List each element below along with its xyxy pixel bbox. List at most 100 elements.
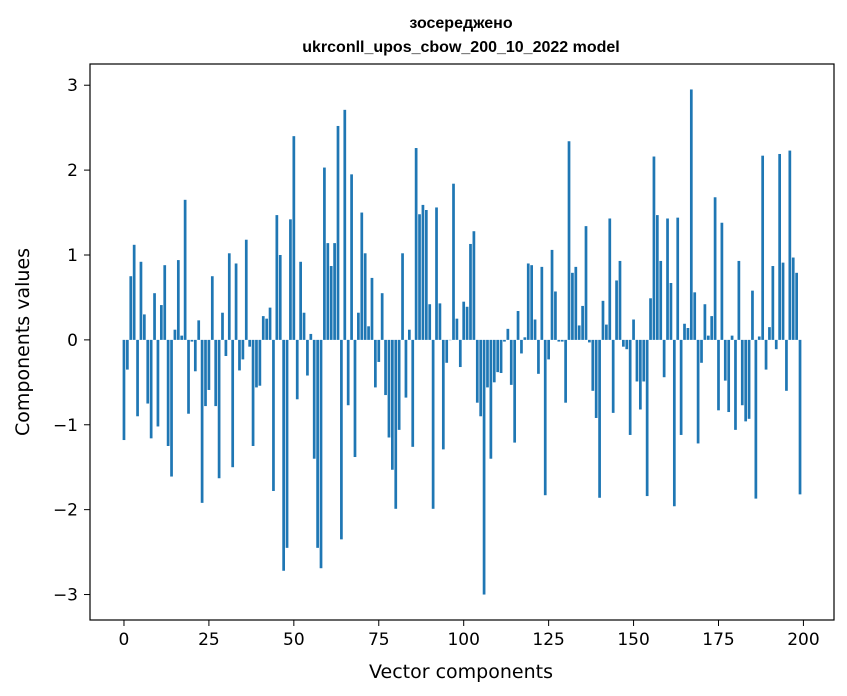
bar-197 xyxy=(791,257,795,340)
bar-57 xyxy=(316,339,319,548)
bar-20 xyxy=(190,339,194,342)
bar-126 xyxy=(550,249,554,340)
bar-50 xyxy=(292,136,296,340)
bar-23 xyxy=(200,339,204,503)
y-axis-label: Components values xyxy=(12,248,34,436)
bar-136 xyxy=(584,226,588,340)
bar-173 xyxy=(710,316,714,340)
bar-49 xyxy=(289,219,292,340)
bar-132 xyxy=(571,272,574,340)
bar-41 xyxy=(261,316,265,340)
bar-114 xyxy=(509,339,513,385)
bar-160 xyxy=(666,218,669,340)
bar-48 xyxy=(285,339,289,548)
bar-111 xyxy=(499,339,503,373)
x-tick-label: 175 xyxy=(702,630,734,650)
bar-95 xyxy=(445,339,449,363)
bar-150 xyxy=(632,319,635,340)
bar-56 xyxy=(312,339,316,459)
bar-44 xyxy=(272,339,275,491)
bar-170 xyxy=(700,339,703,363)
bar-54 xyxy=(306,339,309,376)
bar-147 xyxy=(622,339,625,347)
bar-99 xyxy=(458,339,462,368)
bar-80 xyxy=(394,339,398,509)
bar-141 xyxy=(601,300,605,340)
bar-100 xyxy=(462,301,466,340)
y-tick-label: 0 xyxy=(67,331,78,351)
bar-52 xyxy=(299,261,302,340)
bar-15 xyxy=(173,329,177,340)
bar-21 xyxy=(193,339,197,372)
bar-125 xyxy=(547,339,550,360)
bar-104 xyxy=(475,339,479,403)
bar-162 xyxy=(672,339,676,507)
bar-181 xyxy=(737,260,741,340)
bar-135 xyxy=(581,305,584,340)
x-tick-label: 100 xyxy=(447,630,479,650)
bar-171 xyxy=(703,304,707,340)
bar-27 xyxy=(214,339,218,407)
bar-189 xyxy=(764,339,768,370)
bar-67 xyxy=(350,174,353,340)
plot-area-frame xyxy=(89,63,835,621)
bar-28 xyxy=(217,339,221,479)
bar-124 xyxy=(543,339,547,496)
bar-155 xyxy=(649,298,652,340)
bar-93 xyxy=(438,303,442,340)
bar-101 xyxy=(465,306,469,340)
bar-153 xyxy=(642,339,646,382)
bar-89 xyxy=(424,210,428,340)
bar-12 xyxy=(163,265,167,340)
bar-77 xyxy=(384,339,387,396)
bar-7 xyxy=(146,339,150,404)
bar-1 xyxy=(126,339,129,370)
bar-131 xyxy=(567,141,571,340)
bar-145 xyxy=(615,280,618,340)
bar-178 xyxy=(727,339,731,413)
bar-70 xyxy=(360,212,364,340)
x-tick-label: 150 xyxy=(617,630,649,650)
bar-85 xyxy=(411,339,415,447)
bar-115 xyxy=(513,339,517,443)
bar-116 xyxy=(516,311,520,340)
bar-39 xyxy=(255,339,258,388)
bar-19 xyxy=(187,339,190,414)
bar-195 xyxy=(785,339,788,391)
bar-121 xyxy=(533,319,537,340)
bar-140 xyxy=(598,339,601,498)
bar-35 xyxy=(241,339,245,360)
bar-4 xyxy=(136,339,139,417)
bar-105 xyxy=(479,339,483,417)
bar-123 xyxy=(540,266,544,340)
bar-32 xyxy=(231,339,235,468)
bar-22 xyxy=(197,320,201,340)
bar-148 xyxy=(625,339,629,350)
bar-74 xyxy=(374,339,377,388)
x-axis-label: Vector components xyxy=(369,661,553,683)
bar-34 xyxy=(238,339,241,371)
bar-183 xyxy=(744,339,748,422)
bar-47 xyxy=(282,339,286,571)
bar-102 xyxy=(469,243,472,340)
bar-73 xyxy=(370,277,374,340)
bar-18 xyxy=(183,199,187,340)
bar-128 xyxy=(557,339,561,342)
bar-30 xyxy=(224,339,228,357)
bar-196 xyxy=(788,150,792,340)
bar-163 xyxy=(676,217,680,340)
chart-title-line-1: зосереджено xyxy=(409,15,512,32)
bar-166 xyxy=(686,327,690,340)
bar-130 xyxy=(564,339,567,403)
bar-66 xyxy=(346,339,350,406)
bar-81 xyxy=(397,339,401,430)
bar-119 xyxy=(526,263,530,340)
bar-161 xyxy=(669,283,673,340)
bar-134 xyxy=(577,325,581,340)
bar-191 xyxy=(771,266,775,340)
bar-175 xyxy=(717,339,720,411)
bar-11 xyxy=(159,305,163,340)
